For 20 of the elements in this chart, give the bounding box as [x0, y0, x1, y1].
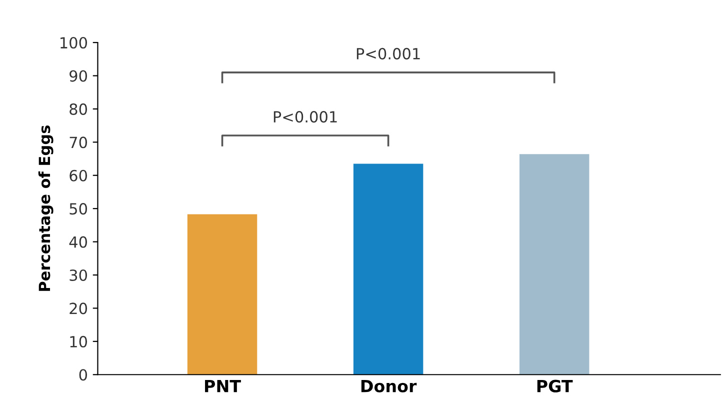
bar [353, 164, 424, 375]
y-tick-label: 30 [70, 269, 88, 282]
y-tick-label: 70 [70, 136, 88, 148]
y-tick-label: 90 [70, 70, 88, 82]
y-tick-label: 20 [70, 302, 88, 314]
y-tick-label: 0 [79, 369, 88, 381]
y-tick-label: 60 [70, 170, 88, 182]
x-tick-label: PGT [537, 380, 573, 392]
y-tick-label: 10 [70, 336, 88, 348]
annotation: P<0.001 [274, 111, 337, 123]
y-tick-label: 80 [70, 103, 88, 115]
x-tick-label: Donor [361, 380, 417, 392]
y-tick-label: 100 [60, 36, 88, 49]
x-tick-label: PNT [205, 380, 241, 392]
bar [519, 154, 590, 375]
annotation: P<0.001 [356, 48, 420, 60]
y-axis-title: Percentage of Eggs [38, 126, 54, 291]
y-tick-label: 40 [69, 236, 88, 248]
bar [187, 214, 258, 375]
y-tick-label: 50 [70, 203, 88, 215]
